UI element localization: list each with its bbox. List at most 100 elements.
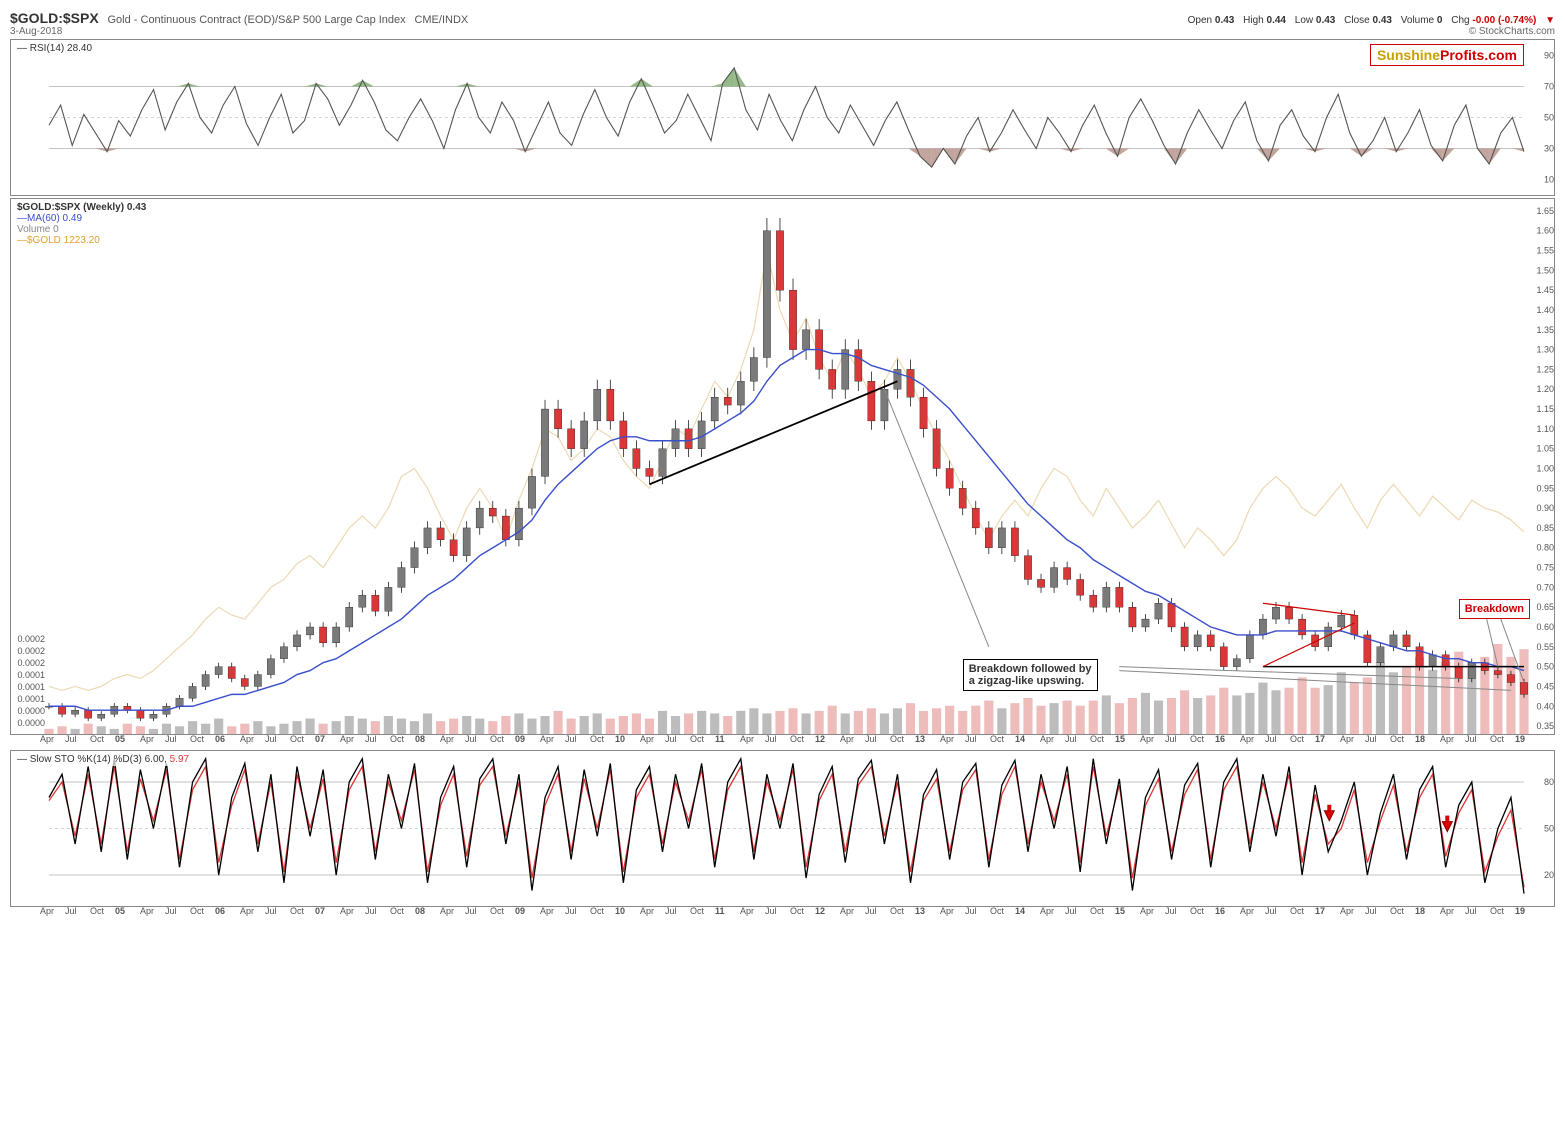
svg-text:0.45: 0.45 (1536, 681, 1554, 691)
xaxis-tick: Oct (590, 734, 604, 744)
xaxis-tick: 13 (915, 734, 925, 744)
xaxis-tick: Apr (40, 906, 54, 916)
xaxis-tick: 13 (915, 906, 925, 916)
svg-text:1.60: 1.60 (1536, 226, 1554, 236)
xaxis-tick: 15 (1115, 906, 1125, 916)
xaxis-tick: 06 (215, 734, 225, 744)
xaxis-tick: Jul (965, 734, 977, 744)
chg-val: -0.00 (-0.74%) (1472, 15, 1536, 26)
svg-text:0.40: 0.40 (1536, 701, 1554, 711)
xaxis-tick: 18 (1415, 734, 1425, 744)
xaxis-tick: Jul (165, 734, 177, 744)
xaxis-tick: Apr (540, 734, 554, 744)
svg-text:1.15: 1.15 (1536, 404, 1554, 414)
xaxis-tick: Jul (765, 906, 777, 916)
xaxis-tick: Jul (865, 734, 877, 744)
xaxis-tick: Apr (140, 906, 154, 916)
svg-text:0.85: 0.85 (1536, 523, 1554, 533)
xaxis-tick: Oct (1490, 906, 1504, 916)
ticker-description: Gold - Continuous Contract (EOD)/S&P 500… (107, 14, 405, 26)
rsi-legend-text: RSI(14) 28.40 (30, 43, 92, 54)
xaxis-tick: Apr (640, 734, 654, 744)
xaxis-tick: 06 (215, 906, 225, 916)
xaxis-tick: Oct (1490, 734, 1504, 744)
xaxis-tick: Oct (790, 906, 804, 916)
chg-lbl: Chg (1451, 15, 1469, 26)
xaxis-tick: Apr (240, 906, 254, 916)
open-val: 0.43 (1215, 15, 1234, 26)
volume-val: 0 (1437, 15, 1443, 26)
ticker-symbol: $GOLD:$SPX (10, 10, 99, 26)
svg-text:1.10: 1.10 (1536, 424, 1554, 434)
xaxis-tick: Oct (1090, 734, 1104, 744)
xaxis-tick: Apr (240, 734, 254, 744)
xaxis-tick: Apr (340, 906, 354, 916)
svg-text:1.40: 1.40 (1536, 305, 1554, 315)
xaxis-tick: 18 (1415, 906, 1425, 916)
xaxis-tick: 17 (1315, 906, 1325, 916)
annotation-breakdown: Breakdown (1459, 599, 1530, 619)
xaxis-tick: Apr (840, 906, 854, 916)
xaxis-tick: Jul (365, 734, 377, 744)
xaxis-tick: Apr (40, 734, 54, 744)
svg-text:0.35: 0.35 (1536, 721, 1554, 731)
xaxis-tick: 07 (315, 906, 325, 916)
xaxis-tick: Jul (1465, 734, 1477, 744)
xaxis-tick: 14 (1015, 734, 1025, 744)
xaxis-tick: Oct (90, 734, 104, 744)
xaxis-tick: Jul (1065, 906, 1077, 916)
xaxis-tick: Oct (1390, 734, 1404, 744)
xaxis-tick: 09 (515, 734, 525, 744)
xaxis-tick: Oct (990, 906, 1004, 916)
xaxis-tick: Oct (1290, 906, 1304, 916)
svg-text:10: 10 (1544, 175, 1554, 185)
xaxis-tick: Apr (1240, 734, 1254, 744)
xaxis-tick: 08 (415, 734, 425, 744)
xaxis-tick: Oct (690, 734, 704, 744)
svg-text:0.0002: 0.0002 (17, 658, 45, 668)
xaxis-tick: Jul (1065, 734, 1077, 744)
rsi-legend: — RSI(14) 28.40 (15, 42, 94, 55)
svg-text:1.20: 1.20 (1536, 384, 1554, 394)
sto-legend: — Slow STO %K(14) %D(3) 6.00, 5.97 (15, 753, 191, 766)
volume-lbl: Volume (1401, 15, 1434, 26)
xaxis-tick: Oct (490, 906, 504, 916)
xaxis-tick: Oct (390, 734, 404, 744)
xaxis-tick: 05 (115, 734, 125, 744)
xaxis-tick: Oct (1390, 906, 1404, 916)
rsi-svg: 1030507090 (11, 40, 1556, 195)
xaxis-tick: 15 (1115, 734, 1125, 744)
xaxis-tick: Oct (990, 734, 1004, 744)
xaxis-tick: Apr (740, 734, 754, 744)
xaxis-tick: Jul (1365, 906, 1377, 916)
high-val: 0.44 (1267, 15, 1286, 26)
xaxis-tick: 11 (715, 906, 725, 916)
svg-text:1.30: 1.30 (1536, 345, 1554, 355)
sto-legend-k: Slow STO %K(14) %D(3) 6.00 (30, 754, 164, 765)
xaxis-tick: Oct (1190, 734, 1204, 744)
xaxis-labels-bottom: AprJulOct05AprJulOct06AprJulOct07AprJulO… (10, 906, 1555, 920)
xaxis-tick: Apr (140, 734, 154, 744)
xaxis-tick: Jul (865, 906, 877, 916)
chart-container: $GOLD:$SPX Gold - Continuous Contract (E… (10, 10, 1555, 920)
xaxis-tick: 17 (1315, 734, 1325, 744)
low-val: 0.43 (1316, 15, 1335, 26)
xaxis-tick: Jul (765, 734, 777, 744)
xaxis-tick: Jul (465, 734, 477, 744)
xaxis-tick: Jul (965, 906, 977, 916)
xaxis-tick: 07 (315, 734, 325, 744)
xaxis-tick: Oct (190, 734, 204, 744)
sto-legend-d: 5.97 (170, 754, 189, 765)
xaxis-tick: Apr (1240, 906, 1254, 916)
svg-text:0.95: 0.95 (1536, 483, 1554, 493)
xaxis-tick: Jul (465, 906, 477, 916)
xaxis-tick: Oct (1190, 906, 1204, 916)
stochastic-panel: — Slow STO %K(14) %D(3) 6.00, 5.97 20508… (10, 750, 1555, 907)
xaxis-tick: 10 (615, 906, 625, 916)
xaxis-tick: Jul (1165, 734, 1177, 744)
xaxis-tick: Oct (390, 906, 404, 916)
xaxis-tick: 10 (615, 734, 625, 744)
xaxis-tick: Jul (1165, 906, 1177, 916)
svg-text:0.90: 0.90 (1536, 503, 1554, 513)
xaxis-tick: Oct (890, 906, 904, 916)
